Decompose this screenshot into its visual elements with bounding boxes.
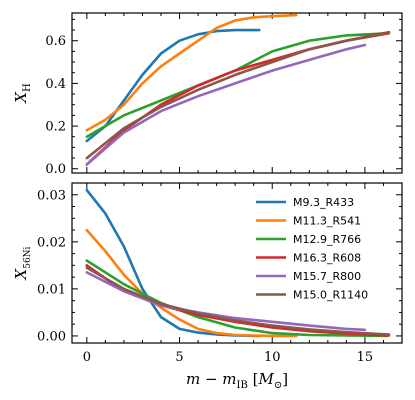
bottom-xtick-label: 15 [357, 350, 374, 365]
bottom-ytick-label: 0.00 [37, 329, 66, 344]
top-series-m11-3-r541 [85, 13, 298, 132]
bottom-ytick-label: 0.01 [37, 282, 66, 297]
bottom-panel-frame [71, 182, 403, 344]
top-series-m15-7-r800 [85, 43, 367, 166]
top-series-m12-9-r766 [85, 31, 389, 138]
top-panel-frame [71, 12, 403, 174]
legend-label: M15.7_R800 [293, 270, 361, 283]
bottom-ytick-label: 0.03 [37, 188, 66, 203]
legend: M9.3_R433 M11.3_R541 M12.9_R766 M16.3_R608 M… [256, 196, 368, 302]
legend-label: M16.3_R608 [293, 252, 361, 265]
top-series-m16-3-r608 [85, 30, 391, 166]
bottom-series-m15-0-r1140 [85, 266, 391, 336]
legend-label: M9.3_R433 [293, 196, 354, 209]
legend-label: M12.9_R766 [293, 233, 361, 246]
bottom-series-m12-9-r766 [85, 259, 389, 338]
top-panel-ticks: 0.0 0.2 0.4 0.6 [45, 13, 403, 177]
bottom-ytick-label: 0.02 [37, 235, 66, 250]
top-panel-series [85, 13, 391, 166]
bottom-series-m15-7-r800 [85, 271, 367, 332]
top-panel: 0.0 0.2 0.4 0.6 XH [12, 12, 403, 177]
bottom-series-m11-3-r541 [85, 228, 298, 338]
legend-label: M15.0_R1140 [293, 289, 368, 302]
bottom-xtick-label: 5 [175, 350, 183, 365]
bottom-panel-series [85, 188, 391, 338]
top-series-m15-0-r1140 [85, 31, 391, 160]
legend-label: M11.3_R541 [293, 215, 361, 228]
bottom-xtick-label: 10 [264, 350, 281, 365]
bottom-panel-ticks: 0 5 10 15 0.00 0.01 0.02 0.03 [37, 182, 403, 365]
bottom-ylabel: X56Ni [12, 246, 33, 280]
top-ytick-label: 0.2 [45, 120, 66, 135]
top-ytick-label: 0.4 [45, 77, 66, 92]
top-ylabel: XH [12, 83, 33, 104]
top-ytick-label: 0.6 [45, 34, 66, 49]
bottom-xlabel: m − mIB [M⊙] [186, 370, 288, 391]
bottom-panel: 0 5 10 15 0.00 0.01 0.02 0.03 X56Ni m − mIB [M⊙… [12, 182, 403, 391]
top-ytick-label: 0.0 [45, 162, 66, 177]
top-series-m9-3-r433 [85, 28, 261, 143]
bottom-xtick-label: 0 [83, 350, 91, 365]
